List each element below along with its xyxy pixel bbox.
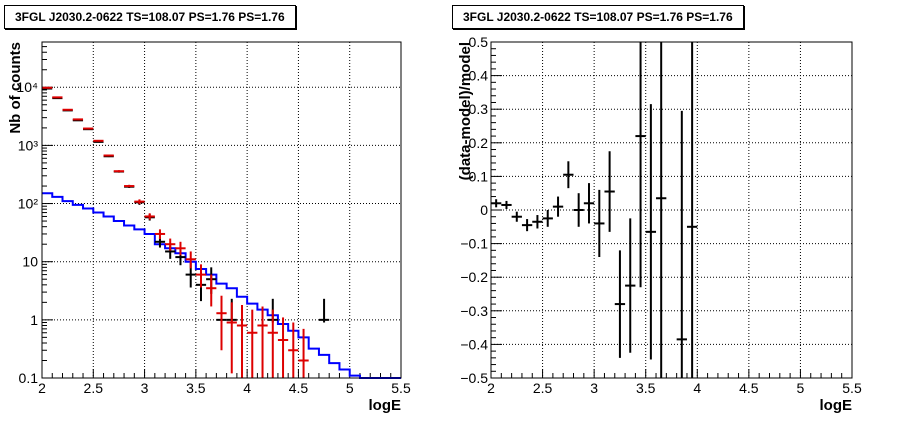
left-model-step-line (42, 192, 401, 379)
left-model-point (154, 229, 166, 240)
left-y-tick-label: 1 (30, 312, 38, 328)
left-x-tick-label: 2.5 (84, 380, 104, 396)
left-model-point (298, 328, 309, 378)
left-y-tick-label: 10³ (18, 137, 39, 153)
right-y-tick-label: 0.2 (469, 135, 489, 151)
right-residual-point (604, 151, 615, 232)
left-model-point (72, 118, 84, 121)
right-x-tick-label: 4.5 (739, 380, 759, 396)
left-model-point (288, 322, 299, 378)
left-y-axis-label: Nb of counts (7, 42, 24, 134)
left-y-tick-label: 0.1 (19, 370, 39, 386)
right-residual-point (501, 200, 512, 209)
left-model-point (103, 154, 114, 157)
right-residual-point (635, 42, 646, 288)
left-model-point (236, 305, 248, 378)
right-residual-point (552, 196, 564, 217)
right-y-tick-label: −0.4 (460, 336, 488, 352)
left-plot-frame (41, 41, 402, 379)
right-x-tick-label: 2.5 (533, 380, 553, 396)
left-model-point (216, 295, 227, 351)
right-y-tick-label: −0.3 (460, 303, 488, 319)
right-chart: 2 2.5 3 3.5 4 4.5 5 5.5 −0.5 −0.4 −0.3 −0.2 −0.1 0 0.1… (457, 34, 862, 414)
left-model-point (144, 213, 155, 220)
left-model-point (83, 127, 94, 130)
left-x-tick-label: 4.5 (289, 380, 309, 396)
right-y-tick-label: −0.1 (460, 236, 488, 252)
right-y-tick-label: 0.4 (469, 68, 489, 84)
left-x-axis-label: logE (369, 397, 402, 414)
right-residual-point (686, 42, 698, 378)
left-x-tick-label: 4 (243, 380, 251, 396)
right-y-tick-label: 0.3 (469, 101, 489, 117)
left-model-point (93, 139, 104, 142)
left-model-point (267, 309, 278, 378)
left-model-point (206, 274, 217, 307)
left-model-point (52, 96, 63, 99)
left-model-point (124, 184, 135, 188)
right-residual-point (573, 193, 584, 227)
right-x-tick-label: 5.5 (842, 380, 862, 396)
right-x-tick-label: 4 (693, 380, 701, 396)
right-residual-point (491, 199, 502, 208)
left-y-tick-label: 10 (22, 254, 38, 270)
left-model-point (62, 108, 73, 111)
right-residual-point (511, 211, 522, 222)
left-x-tick-label: 5 (346, 380, 354, 396)
right-x-tick-label: 2 (487, 380, 495, 396)
left-model-point (277, 317, 289, 378)
left-model-point (165, 238, 176, 251)
right-chart-title: 3FGL J2030.2-0622 TS=108.07 PS=1.76 PS=1… (452, 5, 744, 29)
left-x-tick-label: 3 (141, 380, 149, 396)
right-y-tick-label: 0 (480, 202, 488, 218)
right-y-tick-label: −0.2 (460, 269, 488, 285)
right-y-tick-label: −0.5 (460, 370, 488, 386)
left-model-point (226, 302, 237, 374)
left-model-point (175, 241, 186, 256)
left-x-tick-label: 3.5 (186, 380, 206, 396)
right-y-tick-label: 0.1 (469, 168, 489, 184)
left-x-tick-label: 5.5 (391, 380, 411, 396)
right-residual-point (614, 250, 626, 358)
left-model-point (195, 264, 207, 288)
left-data-point (318, 298, 330, 323)
right-residual-point (645, 104, 657, 360)
right-residual-point (656, 42, 667, 378)
left-chart: 2 2.5 3 3.5 4 4.5 5 5.5 0.1 1 10 10² 10³ 10⁴ logE Nb of… (7, 41, 411, 414)
right-residual-point (563, 161, 574, 189)
right-x-tick-label: 3.5 (636, 380, 656, 396)
right-residual-point (676, 110, 687, 378)
left-model-point (247, 309, 258, 378)
right-residual-point (583, 183, 595, 224)
right-residual-point (542, 210, 553, 227)
right-x-tick-label: 5 (797, 380, 805, 396)
right-y-tick-label: 0.5 (469, 34, 489, 50)
right-residual-point (594, 189, 605, 258)
left-x-tick-label: 2 (38, 380, 46, 396)
right-plot-frame (490, 41, 853, 379)
left-y-tick-label: 10² (18, 196, 39, 212)
right-x-axis-label: logE (820, 397, 853, 414)
left-model-point (134, 199, 145, 205)
left-y-tick-label: 10⁴ (16, 79, 38, 95)
left-model-point (257, 306, 268, 378)
right-residual-point (532, 215, 543, 229)
left-model-point (185, 251, 196, 269)
left-chart-title: 3FGL J2030.2-0622 TS=108.07 PS=1.76 PS=1… (4, 5, 296, 29)
left-model-point (42, 86, 53, 89)
right-residual-point (625, 218, 636, 353)
right-y-axis-label: (data-model)/model (457, 42, 474, 180)
left-model-point (113, 170, 125, 173)
right-residual-point (521, 219, 533, 232)
right-x-tick-label: 3 (590, 380, 598, 396)
